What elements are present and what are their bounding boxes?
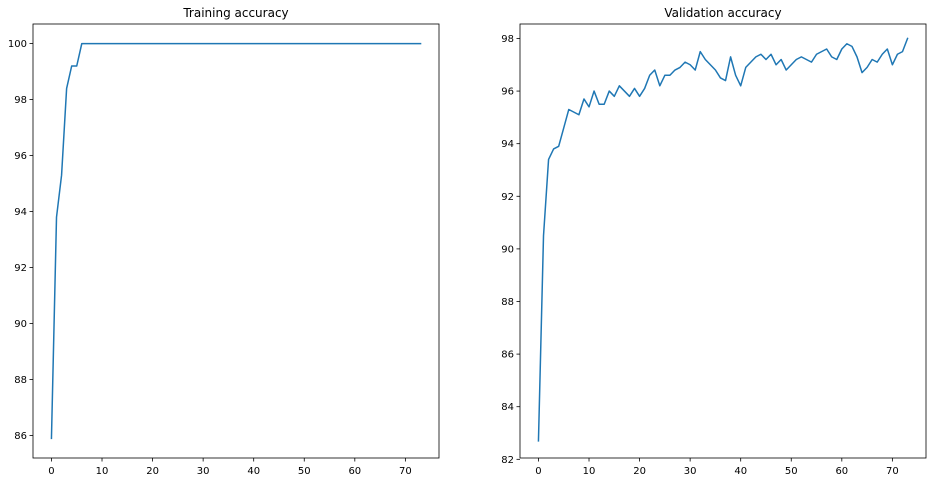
validation-accuracy-panel: Validation accuracy 0 10 20 30 40 50 60 70 82 84 8… xyxy=(501,6,927,477)
training-accuracy-x-tick-label: 40 xyxy=(247,466,260,477)
validation-accuracy-y-tick-label: 96 xyxy=(501,87,514,98)
training-accuracy-y-tick-label: 88 xyxy=(14,375,27,386)
validation-accuracy-y-tick-label: 90 xyxy=(501,244,514,255)
training-accuracy-x-tick-label: 0 xyxy=(48,466,54,477)
training-accuracy-x-tick-label: 20 xyxy=(146,466,159,477)
validation-accuracy-x-tick-label: 30 xyxy=(684,466,697,477)
validation-accuracy-y-tick-label: 84 xyxy=(501,402,514,413)
training-accuracy-series-line xyxy=(50,42,422,440)
training-accuracy-axes-frame xyxy=(32,23,440,459)
validation-accuracy-axes-frame xyxy=(519,23,927,459)
validation-accuracy-x-tick-label: 50 xyxy=(785,466,798,477)
training-accuracy-y-tick-label: 96 xyxy=(14,151,27,162)
validation-accuracy-y-tick-label: 92 xyxy=(501,192,514,203)
validation-accuracy-series-line xyxy=(537,37,909,442)
training-accuracy-y-tick-label: 94 xyxy=(14,207,27,218)
training-accuracy-x-tick-label: 70 xyxy=(399,466,412,477)
training-accuracy-title: Training accuracy xyxy=(182,6,288,20)
validation-accuracy-y-tick-label: 88 xyxy=(501,297,514,308)
validation-accuracy-x-tick-label: 70 xyxy=(886,466,899,477)
training-accuracy-plot-area: 0 10 20 30 40 50 60 70 86 88 90 92 94 96 98 100 xyxy=(8,23,440,477)
training-accuracy-x-tick-label: 10 xyxy=(96,466,109,477)
training-accuracy-y-tick-label: 86 xyxy=(14,431,27,442)
validation-accuracy-y-tick-label: 94 xyxy=(501,139,514,150)
training-accuracy-y-tick-label: 92 xyxy=(14,263,27,274)
validation-accuracy-y-tick-label: 98 xyxy=(501,34,514,45)
validation-accuracy-plot-area: 0 10 20 30 40 50 60 70 82 84 86 88 90 92 94 96 98 xyxy=(501,23,927,477)
validation-accuracy-y-tick-label: 86 xyxy=(501,350,514,361)
training-accuracy-x-tick-label: 60 xyxy=(348,466,361,477)
training-accuracy-y-tick-label: 98 xyxy=(14,95,27,106)
validation-accuracy-x-tick-label: 10 xyxy=(583,466,596,477)
validation-accuracy-x-tick-label: 0 xyxy=(535,466,541,477)
training-accuracy-x-tick-label: 30 xyxy=(197,466,210,477)
validation-accuracy-x-tick-label: 60 xyxy=(835,466,848,477)
validation-accuracy-x-tick-label: 20 xyxy=(633,466,646,477)
training-accuracy-x-tick-label: 50 xyxy=(298,466,311,477)
training-accuracy-panel: Training accuracy 0 10 20 30 40 50 60 70 86 88 90 9… xyxy=(8,6,440,477)
validation-accuracy-title: Validation accuracy xyxy=(664,6,781,20)
validation-accuracy-x-tick-label: 40 xyxy=(734,466,747,477)
validation-accuracy-y-tick-label: 82 xyxy=(501,455,514,466)
training-accuracy-y-tick-label: 90 xyxy=(14,319,27,330)
training-accuracy-y-tick-label: 100 xyxy=(8,39,27,50)
